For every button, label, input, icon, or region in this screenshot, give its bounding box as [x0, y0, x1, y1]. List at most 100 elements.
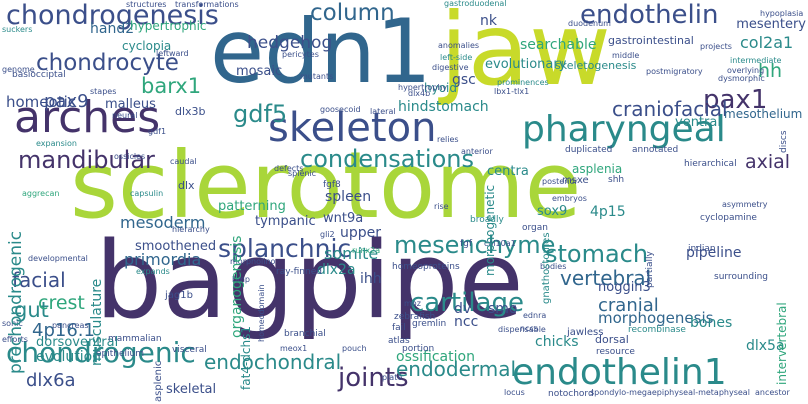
- word-recombinase: recombinase: [628, 325, 686, 335]
- word-pax9: pax9: [44, 91, 89, 112]
- word-discs: discs: [779, 130, 789, 153]
- word-tympanic: tympanic: [255, 214, 316, 229]
- word-jaw: jaw: [440, 0, 611, 108]
- word-indian: indian: [688, 244, 716, 254]
- word-dispensable: dispensable: [498, 325, 546, 334]
- word-fail: fail: [392, 323, 406, 333]
- word-gnathostomes: gnathostomes: [541, 232, 552, 304]
- word-spondylo-megaepiphyseal-metaphyseal: spondylo-megaepiphyseal-metaphyseal: [590, 388, 750, 397]
- word-annotated: annotated: [632, 145, 679, 155]
- word-dorsoventral: dorsoventral: [36, 335, 119, 350]
- word-epithelium: epithelium: [96, 349, 144, 359]
- word-hindstomach: hindstomach: [398, 99, 489, 115]
- word-shh: shh: [608, 175, 625, 185]
- word-gsc: gsc: [452, 72, 476, 88]
- word-cyclopamine: cyclopamine: [700, 213, 757, 223]
- word-broadly: broadly: [470, 215, 504, 225]
- word-endothelin: endothelin: [580, 0, 719, 30]
- word-chondrogenesis: chondrogenesis: [6, 0, 219, 31]
- word-pericytes: pericytes: [282, 50, 319, 59]
- word-gastrointestinal: gastrointestinal: [608, 34, 694, 47]
- word-condensations: condensations: [300, 145, 474, 173]
- word-hh: hh: [758, 60, 783, 82]
- word-malleus: malleus: [105, 97, 156, 112]
- word-somite: somite: [324, 244, 379, 263]
- word-left-side: left-side: [440, 53, 473, 62]
- word-prechondrogenic: prechondrogenic: [6, 230, 26, 374]
- word-embryos: embryos: [552, 194, 587, 203]
- word-joints: joints: [338, 363, 409, 393]
- word-morphogenetic: morphogenetic: [483, 184, 497, 276]
- word-lbx1-tlx1: lbx1-tlx1: [494, 87, 530, 96]
- word-gli2: gli2: [320, 230, 335, 239]
- word-mesentery: mesentery: [736, 17, 806, 32]
- word-overlying: overlying: [727, 66, 765, 75]
- word-resource: resource: [596, 347, 635, 357]
- word-dlx: dlx: [178, 179, 195, 192]
- word-wnt9a: wnt9a: [323, 211, 364, 226]
- word-asplenic: asplenic: [153, 360, 164, 402]
- word-mesothelium: mesothelium: [724, 107, 803, 121]
- word-anterior: anterior: [461, 147, 493, 156]
- word-ray-finned: ray-finned: [276, 267, 322, 277]
- word-branchial: branchial: [284, 329, 326, 339]
- word-dv: dv: [454, 301, 472, 317]
- word-dlx3b: dlx3b: [175, 105, 206, 118]
- word-column: column: [310, 0, 395, 26]
- word-prominences: prominences: [497, 78, 549, 87]
- word-chondrogenic: chondrogenic: [6, 336, 196, 369]
- word-spleen: spleen: [325, 189, 372, 205]
- word-basiocciptal: basiocciptal: [12, 70, 66, 80]
- word-centra: centra: [487, 164, 529, 179]
- word-pancreas: pancreas: [52, 321, 89, 330]
- word-neural: neural: [112, 111, 138, 120]
- word-anomalies: anomalies: [438, 41, 480, 50]
- word-jag1b: jag1b: [165, 290, 193, 301]
- word-gremlin: gremlin: [412, 319, 447, 329]
- word-duodenum: duodenum: [568, 19, 611, 28]
- word-4p15: 4p15: [590, 204, 626, 220]
- word-organogenesis: organogenesis: [229, 235, 245, 338]
- word-endothelin1: endothelin1: [512, 352, 727, 393]
- word-skeletal: skeletal: [166, 382, 217, 397]
- word-bodies: bodies: [540, 262, 567, 271]
- word-mammalian: mammalian: [108, 334, 162, 344]
- word-smoothened: smoothened: [135, 239, 217, 254]
- word-ventral: ventral: [675, 115, 721, 130]
- word-bmp: bmp: [232, 275, 250, 284]
- word-pouch: pouch: [342, 344, 367, 353]
- word-gdf5: gdf5: [233, 100, 288, 128]
- word-ossicles: ossicles: [114, 152, 146, 161]
- word-cranial: cranial: [598, 295, 659, 316]
- word-mutants: mutants: [300, 72, 334, 81]
- word-middle: middle: [612, 51, 640, 60]
- word-pharyngeal: pharyngeal: [522, 109, 726, 150]
- word-upper: upper: [340, 225, 382, 241]
- word-dlx2a: dlx2a: [317, 262, 356, 278]
- word-intervertebral: intervertebral: [775, 302, 789, 385]
- word-hypertrophic: hypertrophic: [130, 19, 207, 33]
- word-gastroduodenal: gastroduodenal: [444, 0, 507, 8]
- word-portion: portion: [402, 344, 435, 354]
- word-mandibular: mandibular: [18, 146, 155, 174]
- word-hypoplasia: hypoplasia: [760, 9, 804, 18]
- word-hierarchical: hierarchical: [684, 159, 737, 169]
- word-rise: rise: [434, 202, 449, 211]
- word-projects: projects: [700, 42, 732, 51]
- word-fgf8: fgf8: [323, 180, 341, 190]
- word-stapes: stapes: [90, 87, 117, 96]
- word-partially: partially: [645, 251, 655, 288]
- word-smo: smo: [488, 301, 518, 317]
- word-moz: moz: [404, 299, 421, 308]
- word-dysmorphic: dysmorphic: [718, 74, 765, 83]
- word-expands: expands: [136, 267, 170, 276]
- word-intermediate: intermediate: [730, 56, 782, 65]
- word-homeodomain: homeodomain: [257, 284, 266, 342]
- word-morphogenesis: morphogenesis: [598, 309, 714, 327]
- word-ednra: ednra: [523, 311, 547, 320]
- word-nk: nk: [480, 13, 497, 29]
- word-axial: axial: [745, 151, 791, 173]
- word-expansion: expansion: [36, 139, 77, 148]
- word-ancestor: ancestor: [755, 388, 790, 397]
